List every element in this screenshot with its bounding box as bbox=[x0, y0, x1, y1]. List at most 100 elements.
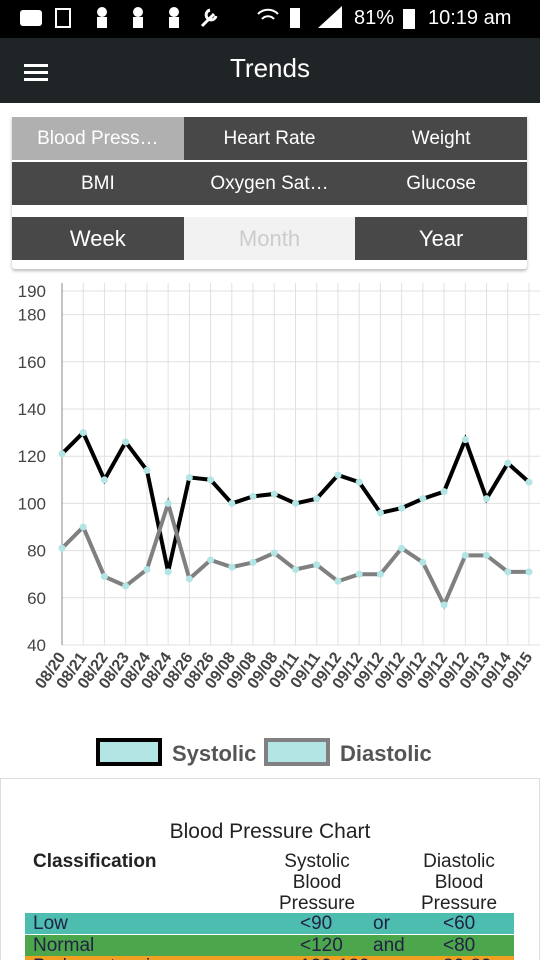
data-point bbox=[504, 459, 512, 467]
data-point bbox=[334, 577, 342, 585]
data-point bbox=[525, 478, 533, 486]
data-point bbox=[228, 563, 236, 571]
table-title: Blood Pressure Chart bbox=[169, 820, 371, 843]
period-tab[interactable]: Year bbox=[355, 217, 527, 260]
data-point bbox=[292, 565, 299, 573]
tab-card: Blood Press… Heart Rate Weight BMI Oxygen Sa… bbox=[12, 115, 527, 269]
data-point bbox=[100, 476, 108, 484]
data-point bbox=[334, 471, 342, 479]
table-cell: Normal bbox=[33, 934, 95, 956]
table-header: Systolic Blood Pressure bbox=[278, 851, 356, 914]
data-point bbox=[58, 450, 66, 458]
data-point bbox=[461, 551, 469, 559]
data-point bbox=[419, 558, 427, 566]
status-bar: 81% 10:19 am bbox=[0, 0, 540, 38]
bp-table: Blood Pressure Chart Classification Syst… bbox=[0, 778, 540, 960]
category-tab[interactable]: Heart Rate bbox=[183, 117, 356, 160]
table-header: Diastolic Blood Pressure bbox=[420, 851, 498, 914]
data-point bbox=[376, 509, 384, 517]
data-point bbox=[228, 499, 236, 507]
signal-icon bbox=[318, 6, 342, 28]
data-point bbox=[79, 523, 87, 531]
table-row: Prehypertension 120-139or 80-89 bbox=[25, 956, 514, 960]
data-point bbox=[100, 573, 108, 581]
data-point bbox=[207, 556, 215, 564]
category-tab[interactable]: Blood Press… bbox=[12, 117, 184, 160]
y-tick-label: 180 bbox=[18, 306, 46, 325]
data-point bbox=[122, 582, 130, 590]
screen-title: Trends bbox=[230, 53, 310, 83]
battery-icon bbox=[403, 9, 415, 29]
data-point bbox=[79, 429, 87, 437]
y-tick-label: 60 bbox=[27, 589, 46, 608]
data-point bbox=[164, 499, 172, 507]
clock: 10:19 am bbox=[428, 7, 512, 29]
data-point bbox=[483, 495, 491, 503]
data-point bbox=[398, 504, 406, 512]
y-tick-label: 160 bbox=[18, 353, 46, 372]
period-tab[interactable]: Month bbox=[183, 217, 356, 260]
data-point bbox=[355, 478, 363, 486]
data-point bbox=[440, 488, 448, 496]
chart: 40608010012014016018019008/2008/2108/220… bbox=[18, 282, 540, 766]
data-point bbox=[440, 601, 448, 609]
data-point bbox=[292, 499, 299, 507]
y-tick-label: 120 bbox=[18, 447, 46, 466]
legend-label: Diastolic bbox=[340, 741, 432, 766]
data-point bbox=[483, 551, 491, 559]
data-point bbox=[143, 565, 151, 573]
table-cell: and bbox=[373, 934, 405, 956]
data-point bbox=[249, 558, 257, 566]
data-point bbox=[398, 544, 406, 552]
data-point bbox=[270, 549, 278, 557]
data-point bbox=[164, 568, 172, 576]
table-cell: or bbox=[373, 956, 390, 960]
data-point bbox=[313, 495, 321, 503]
data-point bbox=[355, 570, 363, 578]
table-cell: <90 bbox=[300, 913, 333, 934]
legend-swatch bbox=[96, 738, 162, 766]
category-tab[interactable]: Oxygen Sat… bbox=[183, 162, 356, 205]
table-cell: <120 bbox=[300, 934, 343, 956]
table-cell: Low bbox=[33, 913, 68, 934]
y-tick-label: 190 bbox=[18, 282, 46, 301]
status-icons bbox=[20, 7, 300, 28]
category-tab[interactable]: Glucose bbox=[355, 162, 527, 205]
legend-swatch bbox=[264, 738, 330, 766]
data-point bbox=[185, 473, 193, 481]
y-tick-label: 140 bbox=[18, 400, 46, 419]
data-point bbox=[270, 490, 278, 498]
data-point bbox=[207, 476, 215, 484]
data-point bbox=[122, 438, 130, 446]
table-cell: or bbox=[373, 913, 390, 934]
table-row: Normal <120 and <80 bbox=[25, 934, 514, 956]
category-tab[interactable]: BMI bbox=[12, 162, 184, 205]
table-cell: 80-89 bbox=[443, 956, 492, 960]
data-point bbox=[143, 466, 151, 474]
battery-level: 81% bbox=[354, 7, 395, 29]
data-point bbox=[525, 568, 533, 576]
y-tick-label: 80 bbox=[27, 542, 46, 561]
table-cell: <80 bbox=[443, 934, 476, 956]
data-point bbox=[249, 492, 257, 500]
table-cell: 120-139 bbox=[300, 956, 370, 960]
legend-label: Systolic bbox=[172, 741, 256, 766]
data-point bbox=[376, 570, 384, 578]
category-tab[interactable]: Weight bbox=[355, 117, 527, 160]
menu-button[interactable] bbox=[24, 64, 48, 67]
table-cell: Prehypertension bbox=[33, 956, 171, 960]
data-point bbox=[504, 568, 512, 576]
data-point bbox=[419, 495, 427, 503]
period-tab[interactable]: Week bbox=[12, 217, 184, 260]
data-point bbox=[313, 561, 321, 569]
y-tick-label: 100 bbox=[18, 494, 46, 513]
table-header: Classification bbox=[33, 851, 157, 872]
data-point bbox=[185, 575, 193, 583]
data-point bbox=[461, 436, 469, 444]
table-row: Low <90 or <60 bbox=[25, 913, 514, 934]
app-bar: Trends bbox=[0, 38, 540, 103]
table-cell: <60 bbox=[443, 913, 476, 934]
data-point bbox=[58, 544, 66, 552]
y-tick-label: 40 bbox=[27, 636, 46, 655]
